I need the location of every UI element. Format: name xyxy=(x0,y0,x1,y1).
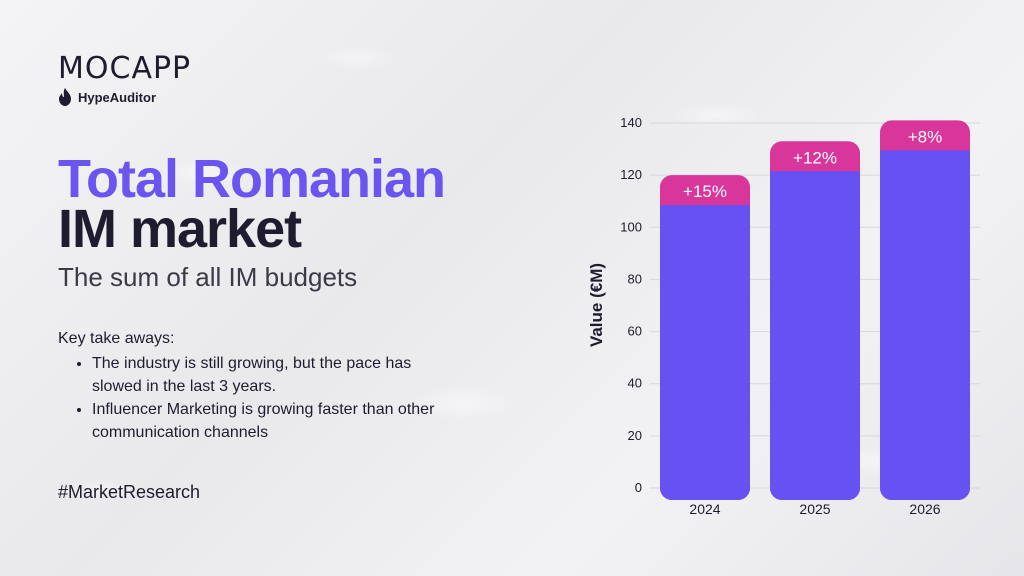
y-tick-label: 0 xyxy=(635,480,642,495)
page-title-line-2: IM market xyxy=(58,199,302,259)
key-takeaways: Key take aways: The industry is still gr… xyxy=(58,330,438,444)
chart-bars: +15% +12% +8% xyxy=(660,120,970,500)
bar xyxy=(770,171,860,500)
bar xyxy=(880,150,970,500)
y-tick-label: 60 xyxy=(628,324,642,339)
bar xyxy=(660,205,750,500)
hashtag: #MarketResearch xyxy=(58,482,201,502)
growth-label: +8% xyxy=(908,127,943,146)
y-axis-label: Value (€M) xyxy=(587,263,606,347)
y-tick-label: 20 xyxy=(628,428,642,443)
takeaway-item: The industry is still growing, but the p… xyxy=(92,352,438,398)
hypeauditor-logo: HypeAuditor xyxy=(58,88,191,106)
takeaways-list: The industry is still growing, but the p… xyxy=(58,352,438,444)
takeaway-item: Influencer Marketing is growing faster t… xyxy=(92,398,438,444)
flame-icon xyxy=(59,88,71,106)
page-subtitle: The sum of all IM budgets xyxy=(58,262,358,292)
mocapp-logo-text: MOCAPP xyxy=(58,51,192,86)
x-tick-label: 2024 xyxy=(689,501,720,517)
brand-logo: MOCAPP HypeAuditor xyxy=(58,54,191,106)
page-title-line-1: Total Romanian xyxy=(58,149,446,209)
growth-label: +15% xyxy=(683,182,727,201)
hypeauditor-logo-text: HypeAuditor xyxy=(78,89,156,105)
y-tick-label: 140 xyxy=(620,115,642,130)
bar-top-cap xyxy=(880,150,970,163)
y-tick-label: 120 xyxy=(620,167,642,182)
bar-top-cap xyxy=(660,205,750,218)
y-tick-label: 100 xyxy=(620,219,642,234)
y-tick-label: 80 xyxy=(628,271,642,286)
takeaways-heading: Key take aways: xyxy=(58,330,175,347)
x-tick-label: 2026 xyxy=(909,501,940,517)
y-axis-ticks: 0 20 40 60 80 100 120 140 xyxy=(620,115,642,495)
bar-top-cap xyxy=(770,171,860,184)
y-tick-label: 40 xyxy=(628,376,642,391)
x-tick-label: 2025 xyxy=(799,501,830,517)
x-axis-ticks: 2024 2025 2026 xyxy=(689,501,940,517)
growth-label: +12% xyxy=(793,148,837,167)
